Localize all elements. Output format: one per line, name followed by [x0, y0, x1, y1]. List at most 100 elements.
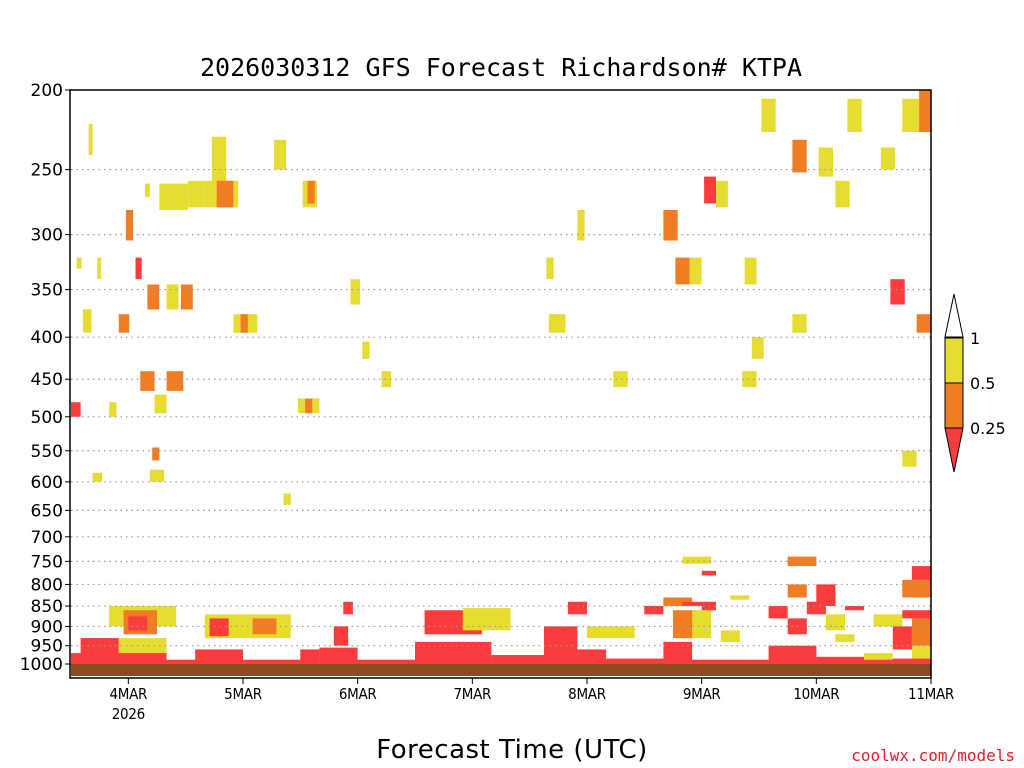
- ri-cell: [587, 626, 635, 639]
- ri-cell: [892, 626, 912, 650]
- x-tick-label: 9MAR: [683, 685, 721, 703]
- ri-cell: [152, 447, 160, 461]
- ri-cell: [333, 626, 349, 646]
- ri-cell: [689, 257, 702, 285]
- ground-band: [71, 664, 931, 676]
- y-tick-label: 550: [31, 442, 63, 462]
- ri-cell: [787, 584, 807, 598]
- ri-cell: [125, 210, 134, 241]
- ri-cell: [701, 570, 716, 576]
- ri-cell: [825, 614, 845, 631]
- ri-cell: [491, 655, 549, 664]
- ri-cell: [787, 556, 817, 567]
- y-tick-label: 700: [31, 528, 63, 548]
- ri-cell: [216, 180, 234, 208]
- y-tick-label: 300: [31, 226, 63, 246]
- y-tick-label: 500: [31, 408, 63, 428]
- ri-cell: [902, 98, 919, 132]
- y-tick-label: 1000: [20, 655, 63, 675]
- legend-label-025: 0.25: [970, 419, 1006, 438]
- ri-cell: [880, 147, 896, 170]
- ri-cell: [135, 257, 142, 280]
- colorbar-legend: 1 0.5 0.25: [944, 293, 1006, 473]
- ri-cell: [847, 98, 862, 132]
- ri-cell: [675, 257, 690, 285]
- chart-title: 2026030312 GFS Forecast Richardson# KTPA: [200, 53, 802, 82]
- ri-cell: [71, 653, 167, 664]
- ri-cell: [145, 183, 150, 198]
- legend-top-arrow: [944, 293, 964, 338]
- ri-cell: [343, 601, 353, 615]
- ri-cell: [761, 98, 776, 132]
- y-tick-label: 400: [31, 328, 63, 348]
- ri-cell: [890, 279, 905, 305]
- ri-cell: [362, 341, 370, 359]
- ri-cell: [140, 371, 155, 391]
- ri-cell: [147, 284, 160, 310]
- ri-cell: [916, 314, 931, 333]
- ri-cell: [209, 618, 229, 637]
- legend-label-05: 0.5: [970, 374, 995, 393]
- ri-cell: [166, 371, 184, 391]
- ri-cell: [118, 638, 167, 655]
- y-tick-label: 250: [31, 161, 63, 181]
- ri-cell: [109, 402, 117, 417]
- ri-cell: [911, 566, 931, 580]
- ri-cell: [845, 606, 865, 611]
- ri-cell: [76, 257, 82, 269]
- ri-cell: [240, 314, 248, 333]
- ri-cell: [274, 139, 286, 170]
- y-axis: 200 250 300 350 400 450 500 550 600 650 700 750 8008…: [20, 81, 71, 675]
- ri-cell: [816, 584, 836, 606]
- x-tick-label: 4MAR: [110, 685, 148, 703]
- ri-cell: [415, 641, 492, 664]
- y-tick-label: 950: [31, 637, 63, 657]
- y-tick-label: 600: [31, 473, 63, 493]
- ri-cell: [211, 136, 227, 184]
- ri-cell: [911, 618, 931, 646]
- ri-cell: [644, 606, 664, 615]
- x-tick-label: 5MAR: [224, 685, 262, 703]
- x-tick-label: 7MAR: [454, 685, 492, 703]
- x-axis: 4MAR 2026 5MAR 6MAR 7MAR 8MAR 9MAR 10MAR 11MAR: [110, 678, 954, 723]
- x-tick-sublabel: 2026: [112, 705, 145, 723]
- y-tick-label: 450: [31, 370, 63, 390]
- ri-cell: [873, 614, 903, 627]
- ri-cell: [663, 641, 693, 664]
- ri-cell: [792, 314, 807, 333]
- ri-cell: [166, 284, 179, 310]
- ri-cell: [902, 610, 931, 619]
- ri-cell: [701, 606, 716, 611]
- ri-cell: [742, 371, 757, 388]
- plot-frame: [69, 89, 932, 679]
- ri-cell: [902, 579, 931, 598]
- ri-cell: [159, 183, 174, 210]
- ri-cell: [751, 337, 764, 359]
- ri-cell: [307, 180, 315, 204]
- ri-cell: [97, 257, 102, 280]
- ri-cell: [902, 450, 917, 467]
- ri-cell: [381, 371, 392, 388]
- y-tick-label: 350: [31, 281, 63, 301]
- ri-cell: [577, 210, 585, 241]
- legend-swatch-yellow: [944, 337, 964, 384]
- ri-cell: [71, 402, 81, 417]
- legend-label-1: 1: [970, 329, 980, 348]
- ri-cell: [673, 610, 697, 639]
- ri-cell: [692, 610, 712, 639]
- x-tick-label: 6MAR: [339, 685, 377, 703]
- ri-cell: [80, 638, 119, 655]
- gridlines: [71, 168, 931, 647]
- y-tick-label: 200: [31, 81, 63, 101]
- legend-swatch-orange: [944, 382, 964, 429]
- ri-cell: [919, 90, 931, 132]
- ri-cell: [792, 139, 807, 173]
- ri-cell: [154, 394, 167, 414]
- credit-text: coolwx.com/models: [851, 746, 1015, 765]
- legend-bottom-arrow: [944, 427, 964, 473]
- x-axis-label: Forecast Time (UTC): [376, 735, 648, 765]
- ri-cell: [835, 634, 855, 642]
- ri-cell: [548, 314, 566, 333]
- ri-cell: [188, 180, 205, 208]
